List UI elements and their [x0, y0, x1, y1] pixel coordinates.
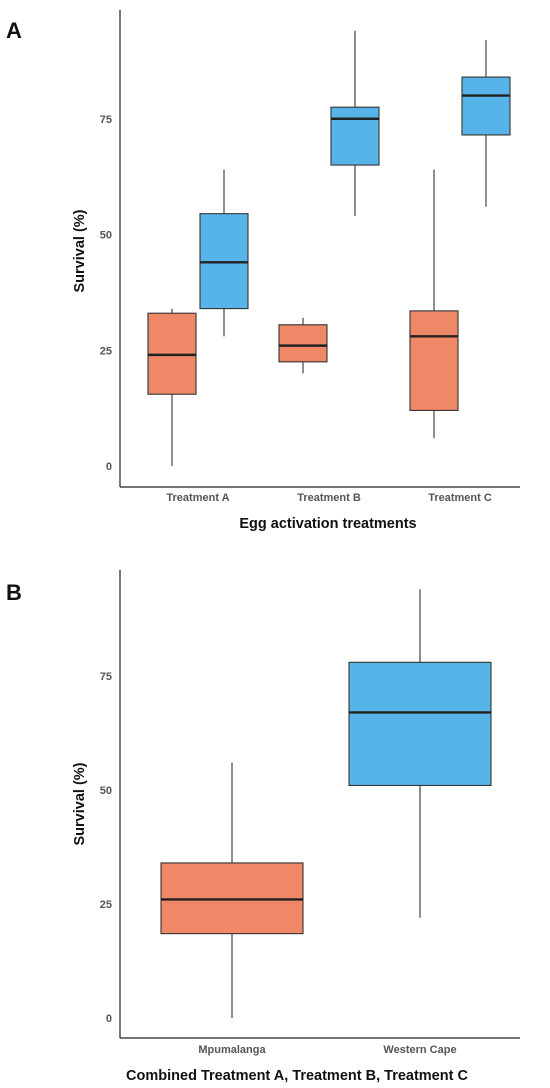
- box-iqr: [348, 661, 492, 786]
- box-group: [147, 30, 511, 466]
- y-tick-labels: 0 25 50 75: [100, 671, 112, 1025]
- box-mpumalanga: [278, 317, 328, 374]
- y-tick-label: 75: [100, 114, 112, 126]
- box-western-cape: [199, 169, 249, 337]
- y-tick-label: 25: [100, 345, 112, 357]
- x-tick-label: Treatment C: [428, 492, 492, 504]
- y-tick-label: 0: [106, 1013, 112, 1025]
- box-group: [160, 589, 492, 1018]
- box-iqr: [409, 310, 459, 411]
- box-iqr: [278, 324, 328, 363]
- panel-label-b: B: [6, 580, 22, 605]
- y-tick-label: 75: [100, 671, 112, 683]
- box-mpumalanga: [147, 308, 197, 466]
- box-iqr: [461, 76, 511, 136]
- x-tick-label: Mpumalanga: [198, 1044, 266, 1056]
- x-tick-labels: Treatment A Treatment B Treatment C: [166, 492, 491, 504]
- box-iqr: [330, 106, 380, 166]
- y-tick-label: 0: [106, 461, 112, 473]
- x-axis-title: Combined Treatment A, Treatment B, Treat…: [126, 1068, 468, 1084]
- x-tick-label: Treatment B: [297, 492, 361, 504]
- box-western-cape: [348, 589, 492, 918]
- x-tick-label: Treatment A: [166, 492, 229, 504]
- box-mpumalanga: [409, 169, 459, 439]
- box-western-cape: [330, 30, 380, 216]
- panel-label-a: A: [6, 18, 22, 43]
- y-axis-title: Survival (%): [72, 762, 88, 845]
- y-tick-label: 25: [100, 899, 112, 911]
- panel-b: B 0 25 50 75 Mpumalanga Western Cape Combine…: [6, 570, 520, 1084]
- x-tick-label: Western Cape: [383, 1044, 456, 1056]
- y-tick-label: 50: [100, 785, 112, 797]
- y-axis-title: Survival (%): [72, 209, 88, 292]
- x-axis-title: Egg activation treatments: [239, 516, 416, 532]
- box-mpumalanga: [160, 762, 304, 1018]
- y-tick-labels: 0 25 50 75: [100, 114, 112, 473]
- box-western-cape: [461, 40, 511, 207]
- x-tick-labels: Mpumalanga Western Cape: [198, 1044, 456, 1056]
- y-tick-label: 50: [100, 230, 112, 242]
